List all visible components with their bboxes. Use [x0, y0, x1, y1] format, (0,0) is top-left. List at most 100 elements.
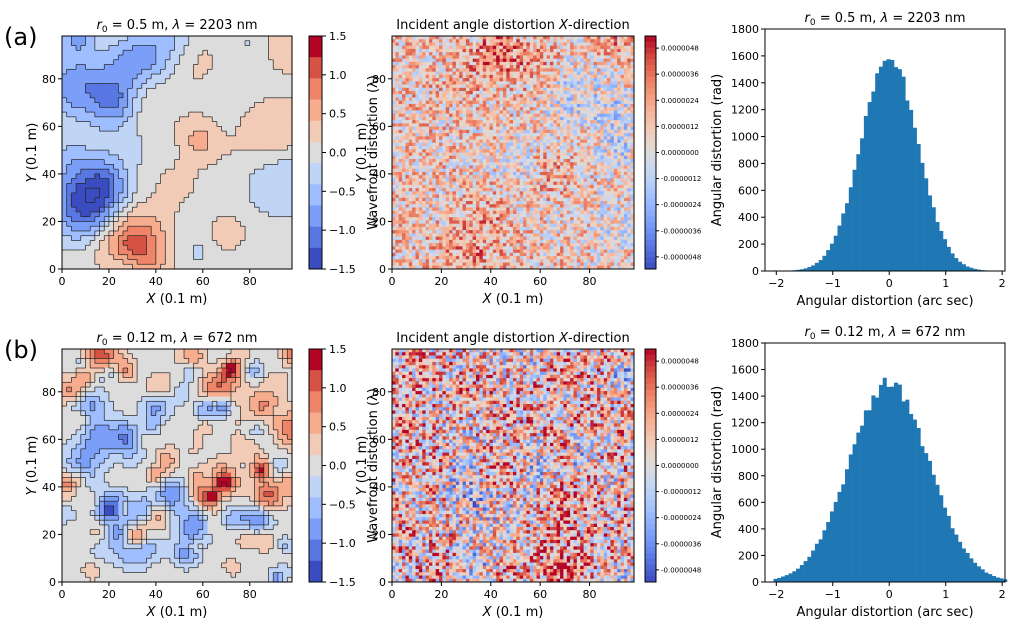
wavefront-a-cell — [108, 83, 115, 89]
angle-a-cell — [445, 84, 450, 89]
wavefront-a-cell — [169, 88, 176, 94]
wavefront-a-cell — [202, 55, 209, 61]
angle-a-cell — [590, 65, 595, 69]
wavefront-a-cell — [80, 102, 87, 108]
wavefront-a-cell — [188, 245, 195, 251]
angle-a-cell — [593, 52, 598, 56]
angle-a-cell — [439, 81, 443, 86]
wavefront-a-cell — [80, 249, 87, 256]
wavefront-a-cell — [202, 59, 209, 66]
angle-a-cell — [526, 110, 531, 115]
angle-a-cell — [398, 68, 403, 73]
wavefront-a-cell — [71, 264, 77, 270]
angle-a-cell — [590, 68, 595, 73]
angle-a-cell — [519, 81, 524, 86]
angle-a-cell — [422, 61, 427, 66]
angle-a-cell — [489, 45, 494, 50]
angle-a-cell — [499, 36, 504, 40]
wavefront-a-cell — [169, 254, 176, 261]
wavefront-a-cell — [268, 88, 274, 94]
angle-a-cell — [506, 94, 511, 98]
wavefront-a-cell — [90, 69, 96, 75]
angle-a-cell — [519, 42, 524, 47]
wavefront-a-cell — [137, 183, 143, 189]
wavefront-a-cell — [212, 102, 218, 108]
wavefront-a-cell — [263, 107, 270, 113]
wavefront-a-cell — [141, 55, 148, 61]
wavefront-a-cell — [169, 245, 176, 251]
angle-a-cell — [553, 87, 558, 92]
angle-a-cell — [570, 55, 574, 60]
wavefront-a-cell — [221, 102, 227, 108]
angle-a-cell — [445, 100, 450, 105]
angle-a-cell — [549, 107, 554, 111]
wavefront-a-cell — [245, 83, 251, 89]
wavefront-a-cell — [71, 183, 77, 189]
wavefront-a-cell — [249, 249, 256, 256]
angle-a-cell — [435, 87, 440, 92]
wavefront-a-cell — [230, 197, 237, 204]
wavefront-a-cell — [165, 192, 171, 199]
angle-a-cell — [549, 61, 554, 66]
wavefront-a-xlabel: X (0.1 m) — [146, 292, 208, 307]
angle-a-cell — [597, 87, 601, 92]
wavefront-a-cell — [235, 216, 241, 223]
angle-a-cell — [543, 110, 548, 115]
angle-a-cell — [533, 65, 538, 69]
wavefront-a-cell — [118, 259, 124, 265]
wavefront-a-cell — [141, 245, 148, 251]
angle-a-cell — [465, 110, 470, 115]
angle-a-cell — [425, 81, 430, 86]
angle-a-cell — [499, 45, 504, 50]
angle-a-cell — [506, 68, 511, 73]
wavefront-a-cell — [245, 245, 251, 251]
angle-a-cell — [449, 42, 453, 47]
wavefront-a-cell — [132, 140, 138, 146]
wavefront-a-cell — [76, 78, 82, 85]
wavefront-a-cell — [127, 145, 133, 151]
angle-a-cell — [496, 113, 501, 118]
wavefront-a-cell — [198, 59, 204, 66]
angle-a-cell — [573, 103, 578, 108]
angle-a-cell — [516, 52, 521, 56]
angle-a-cell — [630, 103, 635, 108]
angle-a-cell — [519, 91, 524, 95]
angle-a-cell — [455, 91, 460, 95]
wavefront-a-cell — [273, 69, 279, 75]
wavefront-a-cell — [132, 116, 138, 123]
angle-a-cell — [469, 55, 474, 60]
wavefront-a-cell — [146, 88, 152, 94]
angle-a-cell — [553, 61, 558, 66]
wavefront-a-cell — [249, 69, 256, 75]
angle-a-cell — [428, 55, 433, 60]
wavefront-a-cell — [198, 202, 204, 208]
wavefront-a-cell — [62, 112, 68, 118]
wavefront-a-cell — [226, 192, 232, 199]
angle-a-cell — [469, 58, 474, 63]
angle-a-cell — [553, 68, 558, 73]
wavefront-a-cell — [221, 192, 227, 199]
wavefront-a-cell — [259, 264, 265, 270]
wavefront-a-cell — [118, 192, 124, 199]
wavefront-a-cell — [268, 78, 274, 85]
wavefront-a-cell — [62, 64, 68, 70]
angle-a-cell — [502, 81, 507, 86]
angle-a-cell — [580, 87, 585, 92]
angle-a-cell — [546, 42, 551, 47]
wavefront-a-cell — [141, 202, 148, 208]
wavefront-a-cell — [235, 64, 241, 70]
wavefront-a-cell — [287, 211, 293, 218]
angle-a-cell — [439, 113, 443, 118]
wavefront-a-cell — [80, 240, 87, 246]
angle-a-cell — [563, 45, 568, 50]
angle-a-cell — [533, 55, 538, 60]
wavefront-a-cell — [132, 202, 138, 208]
wavefront-a-cell — [76, 169, 82, 175]
wavefront-a-cell — [263, 135, 270, 142]
angle-a-cell — [428, 81, 433, 86]
angle-a-cell — [570, 81, 574, 86]
angle-a-cell — [529, 65, 534, 69]
angle-a-cell — [563, 42, 568, 47]
wavefront-a-cell — [216, 245, 223, 251]
wavefront-a-cell — [212, 178, 218, 185]
